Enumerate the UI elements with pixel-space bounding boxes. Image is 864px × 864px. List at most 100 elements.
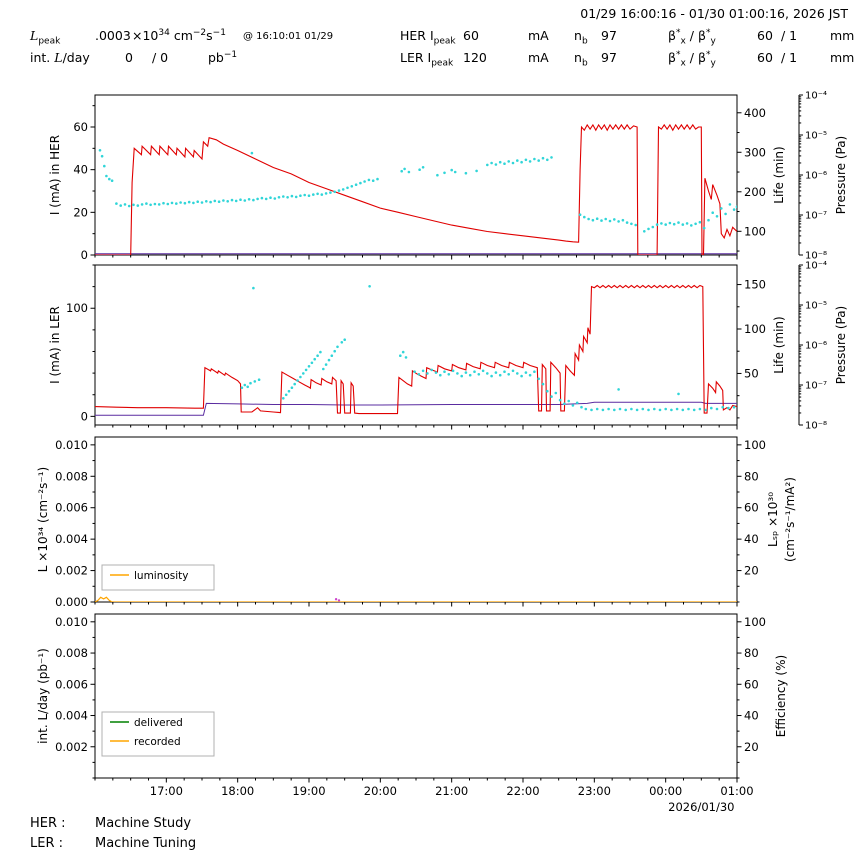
beta-x-sub: x [680, 58, 686, 69]
her-panel-pressure-axis-title: Pressure (Pa) [834, 136, 848, 214]
ler-panel: 0 100 I (mA) in LER 50 100 150 Life (min) 10⁻⁴ 1… [48, 261, 848, 432]
unit-x10: ×10 [132, 28, 159, 44]
legend-label-luminosity: luminosity [134, 570, 189, 582]
intlday-pre: int. [30, 50, 55, 65]
her-ipeak-unit: mA [528, 28, 549, 43]
her-nb-value: 97 [601, 28, 617, 43]
her-beta-label: β*x / β*y [668, 28, 716, 47]
y-tick-label: 0.000 [55, 595, 88, 609]
ler-panel-right-axis-title: Life (min) [772, 316, 786, 373]
ler-status-value: Machine Tuning [95, 836, 197, 851]
integrated-luminosity-panel: 17:00 18:00 19:00 20:00 21:00 22:00 23:00 00:00… [36, 613, 788, 814]
y-tick-label: 0 [81, 248, 88, 262]
y-tick-label: 0.010 [55, 438, 88, 452]
specific-luminosity-points [334, 598, 341, 602]
pressure-tick-label: 10⁻⁵ [805, 131, 827, 142]
unit-s-exp: −1 [212, 28, 226, 38]
her-status-label: HER : [30, 816, 66, 831]
x-tick-label: 00:00 [649, 784, 682, 798]
y-tick-label: 60 [744, 677, 759, 691]
integrated-luminosity-panel-legend: delivered recorded [101, 711, 215, 757]
y-tick-label: 300 [744, 145, 766, 159]
y-tick-label: 0.008 [55, 469, 88, 483]
her-ipeak-value: 60 [463, 28, 479, 43]
beta-sep: / [685, 50, 698, 66]
unit-cm: cm [169, 28, 193, 44]
ler-panel-left-axis-title: I (mA) in LER [48, 306, 62, 384]
pressure-tick-label: 10⁻⁷ [805, 381, 827, 392]
x-tick-label: 01:00 [720, 784, 753, 798]
beta-y-star: * [705, 28, 711, 38]
lpeak-timestamp: @ 16:10:01 01/29 [243, 31, 334, 42]
x-tick-label: 18:00 [221, 784, 254, 798]
intlday-unit: pb−1 [208, 50, 237, 65]
her-lifetime-points [98, 149, 737, 233]
y-tick-label: 150 [744, 278, 766, 292]
her-beta-unit: mm [830, 28, 855, 43]
pressure-tick-label: 10⁻⁷ [805, 211, 827, 222]
y-tick-label: 0 [81, 409, 88, 423]
x-tick-label: 23:00 [578, 784, 611, 798]
y-tick-label: 40 [744, 532, 759, 546]
y-tick-label: 0.004 [55, 709, 88, 723]
pressure-tick-label: 10⁻⁶ [805, 341, 827, 352]
y-tick-label: 50 [744, 366, 759, 380]
y-tick-label: 100 [66, 301, 88, 315]
her-beta-value: 60 [757, 28, 773, 43]
ler-ipeak-label: LER Ipeak [400, 50, 453, 69]
unit-exp: 34 [158, 28, 170, 38]
x-tick-label: 21:00 [435, 784, 468, 798]
ler-panel-frame [94, 264, 738, 426]
pressure-tick-label: 10⁻⁴ [805, 261, 827, 272]
ler-nb-sub: b [581, 58, 588, 69]
pressure-tick-label: 10⁻⁴ [805, 91, 827, 102]
her-current-line [95, 123, 737, 255]
her-beta-slash: / 1 [781, 28, 798, 43]
intlday-post: /day [62, 50, 90, 65]
y-tick-label: 0.008 [55, 646, 88, 660]
her-ipeak-base: HER I [400, 28, 434, 43]
intlday-unit-base: pb [208, 50, 224, 66]
her-panel: 0 20 40 60 I (mA) in HER 100 200 300 400 Life (mi… [48, 91, 848, 263]
beta-x-symbol: β [668, 50, 676, 66]
integrated-luminosity-panel-left-axis-title: int. L/day (pb⁻¹) [36, 648, 50, 744]
ler-ipeak-base: LER I [400, 50, 432, 65]
legend-label-recorded: recorded [134, 736, 181, 748]
ler-panel-pressure-axis-title: Pressure (Pa) [834, 306, 848, 384]
ler-beta-unit: mm [830, 50, 855, 65]
her-ipeak-label: HER Ipeak [400, 28, 456, 47]
lpeak-sub: peak [38, 36, 61, 47]
y-tick-label: 100 [744, 438, 766, 452]
her-panel-frame [94, 94, 738, 256]
her-status-value: Machine Study [95, 816, 192, 831]
x-tick-label: 17:00 [150, 784, 183, 798]
y-tick-label: 40 [744, 709, 759, 723]
y-tick-label: 60 [73, 120, 88, 134]
ler-current-line [95, 284, 737, 415]
beta-y-sub: y [710, 58, 716, 69]
intlday-slash-value: / 0 [152, 50, 169, 65]
x-date-label: 2026/01/30 [668, 800, 734, 814]
luminosity-panel-left-axis-title: L ×10³⁴ (cm⁻²s⁻¹) [36, 467, 50, 572]
ler-beta-value: 60 [757, 50, 773, 65]
intlday-value: 0 [125, 50, 133, 65]
ler-ipeak-sub: peak [431, 58, 454, 69]
unit-cm-exp: −2 [192, 28, 207, 38]
luminosity-panel-right-axis-title2: (cm⁻²s⁻¹/mA²) [783, 477, 797, 562]
her-nb-sub: b [581, 36, 588, 47]
luminosity-panel: 0.000 0.002 0.004 0.006 0.008 0.010 L ×10³⁴ (c… [36, 436, 797, 609]
beta-sep: / [685, 28, 698, 44]
beta-x-star: * [675, 28, 681, 38]
y-tick-label: 20 [744, 740, 759, 754]
pressure-tick-label: 10⁻⁸ [805, 251, 827, 262]
beta-x-symbol: β [668, 28, 676, 44]
intlday-unit-exp: −1 [223, 50, 238, 60]
y-tick-label: 40 [73, 163, 88, 177]
y-tick-label: 0.010 [55, 615, 88, 629]
y-tick-label: 80 [744, 646, 759, 660]
ler-nb-base: n [574, 50, 582, 65]
y-tick-label: 200 [744, 185, 766, 199]
unit-s: s [206, 28, 213, 44]
y-tick-label: 0.002 [55, 740, 88, 754]
intlday-label: int. L/day [30, 50, 90, 65]
